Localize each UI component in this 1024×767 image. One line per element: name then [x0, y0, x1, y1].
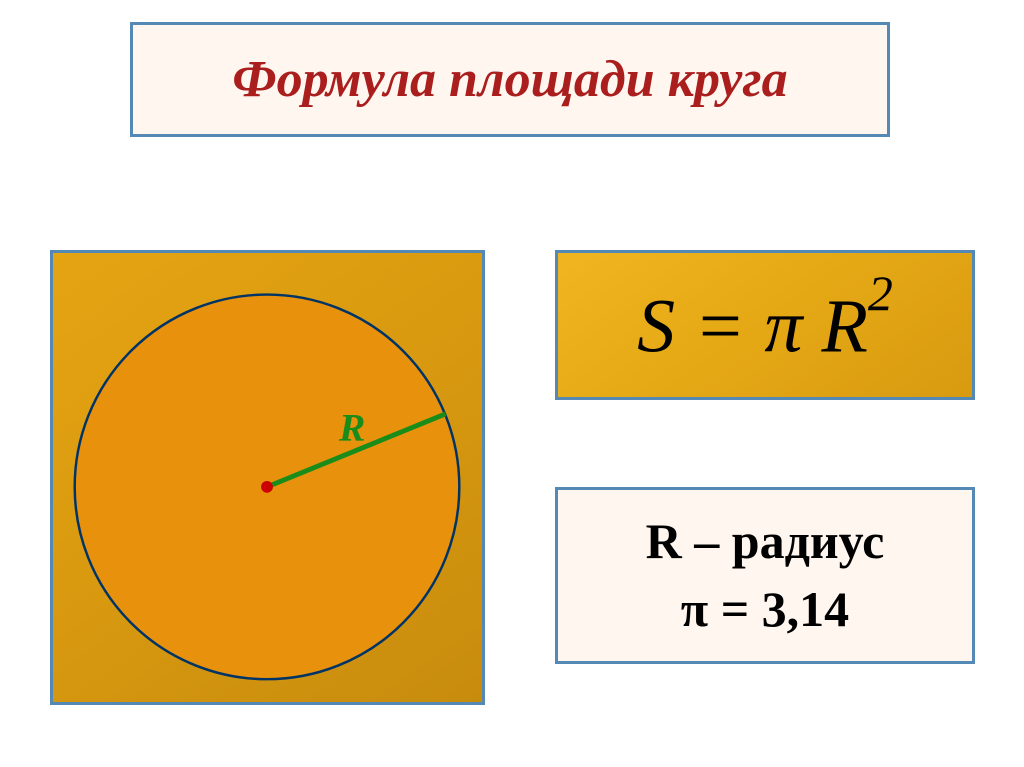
center-dot	[261, 481, 273, 493]
circle-diagram-panel: R	[50, 250, 485, 705]
formula-r: R	[821, 285, 867, 369]
circle-svg: R	[53, 253, 482, 702]
title-text: Формула площади круга	[232, 50, 787, 109]
radius-label: R	[338, 406, 365, 450]
legend-panel: R – радиус π = 3,14	[555, 487, 975, 664]
formula-panel: S = π R2	[555, 250, 975, 400]
formula-equals: =	[675, 285, 764, 369]
formula-s: S	[637, 285, 675, 369]
formula-text: S = π R2	[637, 279, 893, 370]
formula-exponent: 2	[868, 265, 893, 321]
formula-pi: π	[764, 285, 802, 369]
legend-pi-line: π = 3,14	[681, 576, 849, 644]
formula-space	[802, 285, 821, 369]
legend-radius-line: R – радиус	[646, 508, 885, 576]
title-box: Формула площади круга	[130, 22, 890, 137]
